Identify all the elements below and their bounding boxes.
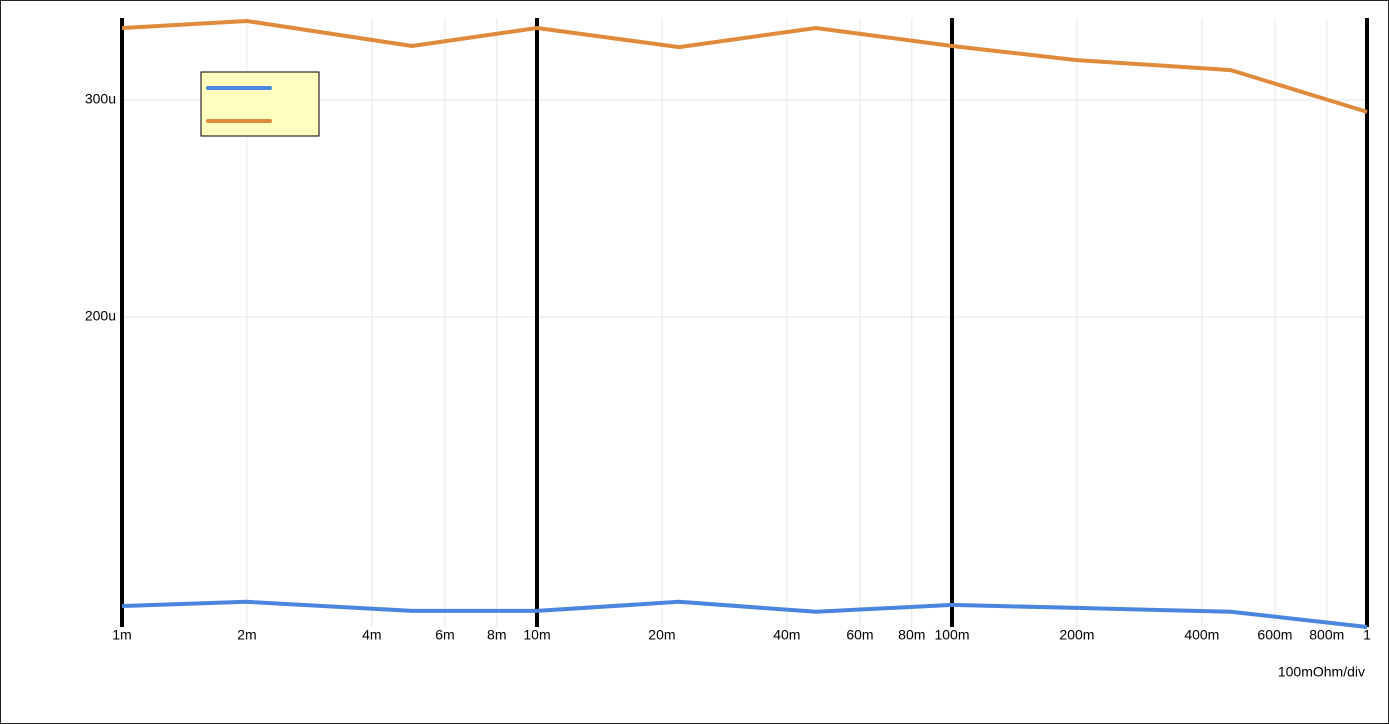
- y-tick-label: 300u: [85, 91, 116, 107]
- x-tick-label: 200m: [1059, 627, 1094, 643]
- series-line: [121, 19, 1368, 114]
- x-tick-label: 400m: [1184, 627, 1219, 643]
- legend-box: [200, 71, 320, 137]
- x-tick-label: 8m: [487, 627, 506, 643]
- x-tick-label: 40m: [773, 627, 800, 643]
- series-line: [121, 599, 1368, 629]
- x-tick-label: 1m: [112, 627, 131, 643]
- x-tick-label: 800m: [1309, 627, 1344, 643]
- x-tick-label: 600m: [1257, 627, 1292, 643]
- x-tick-label: 1: [1363, 627, 1371, 643]
- x-tick-label: 10m: [523, 627, 550, 643]
- x-axis-label: 100mOhm/div: [1278, 664, 1365, 680]
- x-tick-label: 6m: [435, 627, 454, 643]
- x-tick-label: 60m: [846, 627, 873, 643]
- x-tick-label: 2m: [237, 627, 256, 643]
- y-tick-label: 200u: [85, 308, 116, 324]
- legend: [200, 71, 320, 137]
- x-tick-label: 100m: [934, 627, 969, 643]
- x-tick-label: 20m: [648, 627, 675, 643]
- x-tick-label: 80m: [898, 627, 925, 643]
- x-tick-label: 4m: [362, 627, 381, 643]
